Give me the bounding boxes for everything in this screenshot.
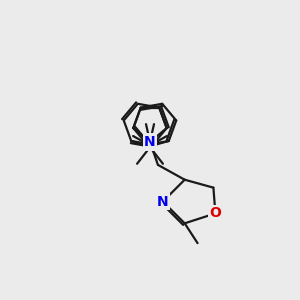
Text: N: N [144,135,156,149]
Text: N: N [157,194,169,208]
Text: O: O [209,206,221,220]
Text: N: N [144,135,156,149]
